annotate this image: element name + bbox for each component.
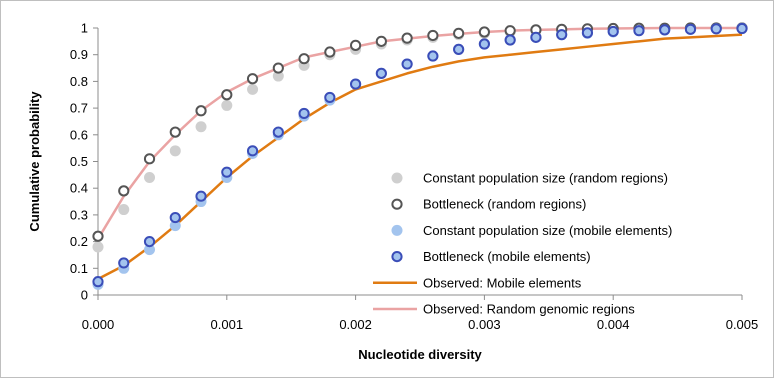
y-tick-label: 0.1 xyxy=(70,261,88,276)
legend-label: Constant population size (random regions… xyxy=(423,171,668,186)
data-point-bottleneck-random-regions xyxy=(118,185,130,197)
data-point-bottleneck-random-regions xyxy=(143,153,156,165)
data-point-bottleneck-mobile-elements xyxy=(530,31,542,43)
legend-swatch xyxy=(391,198,403,210)
y-tick-label: 0.9 xyxy=(70,47,88,62)
data-point-bottleneck-random-regions xyxy=(427,29,439,42)
y-tick-label: 0.5 xyxy=(70,154,88,169)
y-axis-title: Cumulative probability xyxy=(27,91,42,232)
data-point-bottleneck-random-regions xyxy=(246,73,259,85)
data-point-constant-population-size-random-regions xyxy=(272,70,284,82)
data-point-constant-population-size-mobile-elements xyxy=(144,244,156,256)
data-point-bottleneck-mobile-elements xyxy=(504,34,516,46)
legend-swatch xyxy=(391,172,403,184)
data-point-bottleneck-mobile-elements xyxy=(118,257,130,269)
y-tick-label: 0.7 xyxy=(70,101,88,116)
x-tick-label: 0.001 xyxy=(211,317,244,332)
x-axis-title: Nucleotide diversity xyxy=(358,347,482,362)
data-point-bottleneck-random-regions xyxy=(92,230,104,242)
data-point-bottleneck-mobile-elements xyxy=(92,276,104,288)
data-point-bottleneck-mobile-elements xyxy=(478,38,490,50)
legend-swatch xyxy=(391,224,403,236)
data-point-bottleneck-mobile-elements xyxy=(272,126,284,138)
data-point-constant-population-size-mobile-elements xyxy=(169,220,181,232)
data-point-constant-population-size-random-regions xyxy=(118,204,130,216)
data-point-bottleneck-mobile-elements xyxy=(143,236,156,248)
axes: 0 0.1 0.2 0.3 0.4 0.5 0.6 0.7 0.8 0.9 1 0.000 0.001 0… xyxy=(70,21,758,333)
legend-label: Bottleneck (random regions) xyxy=(423,197,586,212)
data-point-bottleneck-mobile-elements xyxy=(375,67,387,79)
x-tick-label: 0.000 xyxy=(82,317,115,332)
data-point-bottleneck-mobile-elements xyxy=(195,190,207,202)
data-point-bottleneck-mobile-elements xyxy=(607,25,619,38)
data-point-bottleneck-mobile-elements xyxy=(581,27,594,39)
data-point-bottleneck-mobile-elements xyxy=(350,78,362,90)
data-point-bottleneck-mobile-elements xyxy=(633,25,645,37)
data-point-bottleneck-mobile-elements xyxy=(427,50,439,62)
x-tick-label: 0.004 xyxy=(597,317,630,332)
y-tick-label: 0.4 xyxy=(70,181,88,196)
data-point-bottleneck-random-regions xyxy=(504,25,516,37)
data-point-bottleneck-random-regions xyxy=(324,46,336,58)
legend-label: Observed: Random genomic regions xyxy=(423,302,635,317)
data-point-constant-population-size-random-regions xyxy=(144,172,156,184)
y-tick-label: 0.6 xyxy=(70,127,88,142)
data-point-bottleneck-mobile-elements xyxy=(736,22,748,35)
data-point-bottleneck-random-regions xyxy=(169,126,181,138)
y-tick-label: 0.3 xyxy=(70,207,88,222)
plot-area xyxy=(92,22,748,290)
data-point-constant-population-size-random-regions xyxy=(92,241,104,253)
data-point-bottleneck-mobile-elements xyxy=(221,166,233,178)
legend-swatch xyxy=(391,251,403,263)
data-point-bottleneck-random-regions xyxy=(298,53,310,65)
data-point-bottleneck-mobile-elements xyxy=(659,24,671,36)
legend-label: Bottleneck (mobile elements) xyxy=(423,249,591,264)
data-point-bottleneck-random-regions xyxy=(375,35,387,47)
data-point-bottleneck-random-regions xyxy=(221,89,233,101)
x-tick-label: 0.005 xyxy=(726,317,759,332)
y-tick-label: 0.2 xyxy=(70,234,88,249)
data-point-constant-population-size-random-regions xyxy=(195,121,207,133)
data-point-constant-population-size-random-regions xyxy=(169,145,181,157)
x-tick-label: 0.003 xyxy=(468,317,501,332)
data-point-bottleneck-mobile-elements xyxy=(453,43,465,55)
x-tick-label: 0.002 xyxy=(339,317,372,332)
data-point-bottleneck-mobile-elements xyxy=(246,145,259,157)
data-point-bottleneck-random-regions xyxy=(453,27,465,39)
data-point-bottleneck-random-regions xyxy=(350,39,362,51)
data-point-bottleneck-random-regions xyxy=(401,32,413,44)
data-point-bottleneck-random-regions xyxy=(195,105,207,117)
y-tick-label: 1 xyxy=(81,21,88,36)
data-point-bottleneck-mobile-elements xyxy=(169,211,181,224)
data-point-constant-population-size-random-regions xyxy=(221,99,233,111)
data-point-bottleneck-mobile-elements xyxy=(710,23,722,35)
y-tick-label: 0 xyxy=(81,288,88,303)
legend-label: Observed: Mobile elements xyxy=(423,275,582,290)
data-point-constant-population-size-random-regions xyxy=(247,83,259,95)
data-point-bottleneck-random-regions xyxy=(272,62,284,74)
data-point-bottleneck-mobile-elements xyxy=(298,107,310,120)
data-point-bottleneck-random-regions xyxy=(478,26,490,38)
data-point-bottleneck-mobile-elements xyxy=(684,23,697,35)
data-point-bottleneck-mobile-elements xyxy=(401,58,413,70)
data-point-bottleneck-mobile-elements xyxy=(324,91,336,104)
legend-label: Constant population size (mobile element… xyxy=(423,223,672,238)
y-tick-label: 0.8 xyxy=(70,74,88,89)
series-line-observed-mobile-elements xyxy=(97,33,743,281)
legend: Constant population size (random regions… xyxy=(373,171,672,317)
data-point-bottleneck-mobile-elements xyxy=(556,29,568,41)
